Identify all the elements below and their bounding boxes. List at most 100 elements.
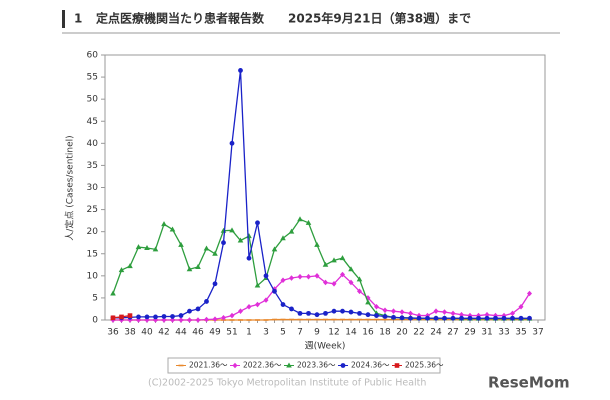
data-point (493, 315, 498, 321)
x-tick-label: 49 (209, 328, 221, 338)
y-tick-label: 0 (92, 316, 98, 326)
data-point (161, 317, 167, 323)
data-point (331, 308, 337, 314)
data-point (289, 306, 294, 312)
data-point (263, 319, 269, 321)
data-point (178, 317, 184, 323)
data-point (110, 290, 116, 296)
data-point (314, 241, 320, 247)
data-point (255, 301, 260, 308)
data-point (238, 68, 243, 73)
data-point (237, 237, 244, 243)
data-point (186, 266, 193, 272)
x-tick-label: 12 (328, 328, 339, 338)
x-tick-label: 3 (263, 328, 269, 338)
data-point (272, 318, 277, 321)
legend-label: 2022.36～ (243, 361, 282, 370)
data-point (374, 313, 379, 318)
data-point (297, 273, 303, 280)
data-point (476, 315, 481, 321)
data-point (484, 315, 490, 321)
data-point (118, 267, 125, 273)
x-tick-label: 40 (141, 328, 153, 338)
data-point (297, 318, 303, 321)
y-tick-label: 40 (87, 139, 99, 149)
data-point (331, 257, 337, 263)
x-tick-label: 24 (430, 328, 442, 338)
data-point (272, 288, 277, 294)
data-point (178, 313, 184, 318)
data-point (374, 303, 379, 310)
legend-marker (340, 363, 346, 368)
x-axis-label: 週(Week) (305, 341, 346, 352)
data-point (382, 318, 388, 321)
data-point (314, 318, 320, 321)
data-point (399, 309, 405, 315)
data-point (527, 290, 532, 297)
data-point (357, 310, 362, 316)
y-tick-label: 45 (87, 117, 98, 127)
data-point (450, 310, 456, 317)
x-tick-label: 51 (226, 328, 237, 338)
data-point (280, 302, 286, 307)
data-point (348, 309, 354, 315)
x-tick-label: 38 (124, 328, 136, 338)
x-tick-label: 42 (158, 328, 169, 338)
data-point (323, 310, 328, 316)
data-point (204, 299, 209, 304)
data-point (135, 244, 142, 250)
data-point (178, 241, 184, 247)
data-point (510, 315, 515, 321)
data-point (212, 281, 218, 287)
data-point (510, 310, 515, 317)
x-tick-label: 14 (345, 328, 357, 338)
x-tick-label: 46 (192, 328, 204, 338)
series-line (113, 70, 530, 319)
legend-label: 2024.36～ (351, 361, 390, 370)
data-point (433, 308, 439, 314)
data-point (271, 246, 278, 252)
data-point (170, 314, 175, 319)
x-tick-label: 22 (413, 328, 424, 338)
x-tick-label: 5 (280, 328, 286, 338)
data-point (161, 221, 167, 227)
data-point (280, 318, 286, 321)
x-tick-label: 29 (464, 328, 476, 338)
data-point (255, 319, 260, 321)
data-point (229, 227, 235, 233)
data-point (374, 318, 379, 321)
data-point (425, 315, 430, 321)
data-point (459, 311, 464, 318)
x-tick-label: 35 (515, 328, 526, 338)
data-point (246, 319, 252, 321)
data-point (459, 315, 464, 321)
data-point (229, 319, 235, 321)
data-point (340, 271, 345, 278)
data-point (195, 264, 201, 269)
data-point (527, 315, 532, 321)
data-point (161, 314, 167, 319)
header-bar (62, 10, 65, 28)
data-point (306, 318, 311, 321)
series-line (113, 273, 531, 321)
data-point (127, 263, 133, 269)
data-point (365, 299, 371, 305)
data-point (331, 280, 337, 287)
data-point (340, 318, 345, 321)
data-point (144, 245, 150, 251)
data-point (238, 308, 243, 314)
data-point (204, 316, 209, 323)
data-point (408, 310, 413, 317)
legend-marker (394, 363, 400, 368)
y-tick-label: 5 (92, 293, 98, 303)
data-point (289, 275, 294, 281)
data-point (399, 315, 405, 321)
x-tick-label: 9 (314, 328, 320, 338)
data-point (484, 311, 490, 318)
data-point (442, 309, 447, 315)
data-point (391, 314, 396, 320)
data-point (365, 295, 371, 301)
data-point (170, 317, 175, 323)
data-point (187, 308, 192, 314)
data-point (357, 318, 362, 321)
